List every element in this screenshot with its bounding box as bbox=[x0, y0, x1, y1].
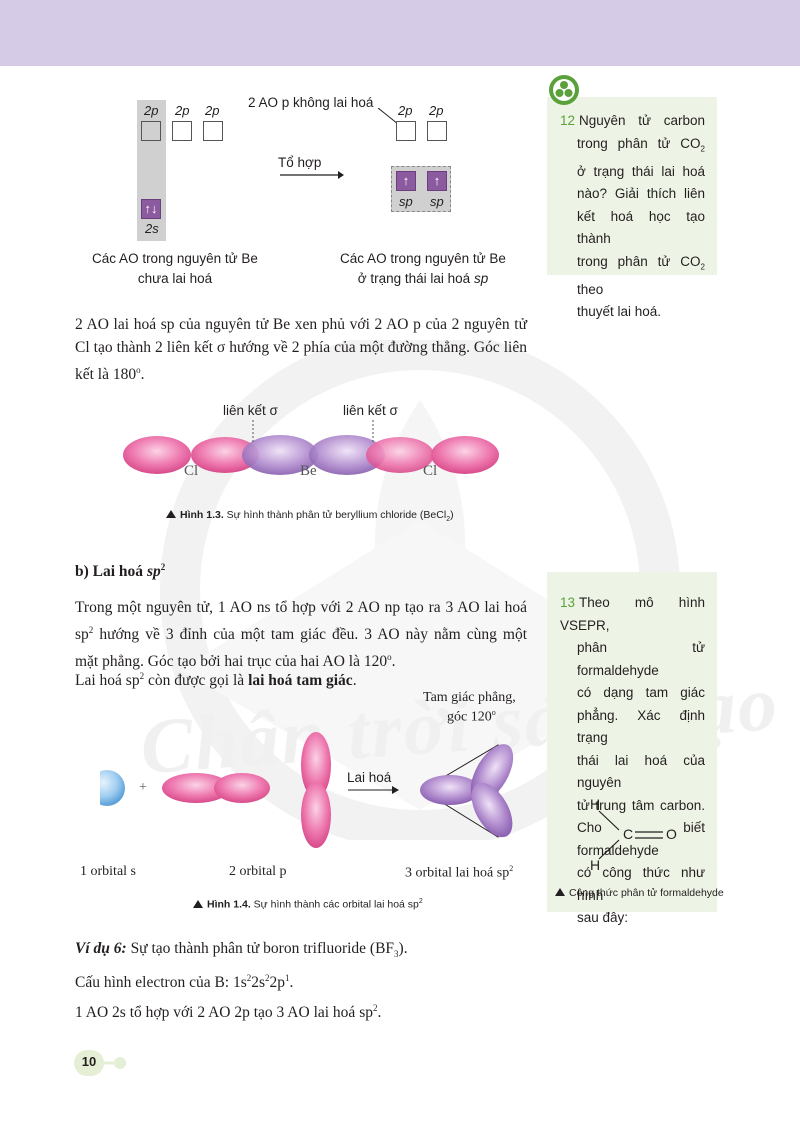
triangle-label-2: góc 120o bbox=[447, 708, 496, 725]
section-heading-sp2: b) Lai hoá sp2 bbox=[75, 562, 166, 581]
question-13-box bbox=[547, 572, 717, 912]
arrow-label-combine: Tổ hợp bbox=[278, 155, 322, 170]
triangle-icon bbox=[555, 888, 565, 896]
paragraph-sp2-definition: Trong một nguyên tử, 1 AO ns tổ hợp với … bbox=[75, 599, 527, 671]
question-12-box bbox=[547, 97, 717, 275]
question-12-text: 12 Nguyên tử carbon trong phân tử CO2 ở t… bbox=[560, 113, 705, 320]
bond-label-sigma: liên kết σ bbox=[343, 403, 398, 418]
unhybridized-label: 2 AO p không lai hoá bbox=[248, 95, 374, 110]
label-2p: 2p bbox=[398, 103, 413, 118]
plus-sign: + bbox=[139, 780, 147, 795]
triangle-icon bbox=[193, 899, 203, 908]
figure-becl2-orbitals bbox=[123, 420, 499, 475]
orbital-box-2p bbox=[141, 121, 161, 141]
orbital-box-2p bbox=[427, 121, 447, 141]
label-sp2-orbital: 3 orbital lai hoá sp2 bbox=[405, 864, 514, 881]
pointer-line bbox=[378, 108, 399, 125]
figure-14-caption: Hình 1.4. Sự hình thành các orbital lai … bbox=[193, 898, 423, 911]
figure-sp2-orbitals bbox=[100, 732, 514, 848]
caption-left-line1: Các AO trong nguyên tử Be bbox=[92, 251, 258, 266]
formaldehyde-caption: Công thức phân tử formaldehyde bbox=[555, 887, 724, 899]
label-s-orbital: 1 orbital s bbox=[80, 864, 136, 879]
orbital-combination: 1 AO 2s tổ hợp với 2 AO 2p tạo 3 AO lai … bbox=[75, 1003, 382, 1022]
orbital-box-2s: ↑↓ bbox=[141, 199, 161, 219]
caption-right-line1: Các AO trong nguyên tử Be bbox=[340, 251, 506, 266]
example-6: Ví dụ 6: Sự tạo thành phân tử boron trif… bbox=[75, 940, 408, 960]
caption-left-line2: chưa lai hoá bbox=[137, 271, 213, 286]
atom-cl: Cl bbox=[184, 463, 199, 479]
atom-h: H bbox=[590, 857, 601, 873]
atom-cl: Cl bbox=[423, 463, 438, 479]
atom-c: C bbox=[623, 826, 634, 842]
orbital-box-2p bbox=[203, 121, 223, 141]
atom-o: O bbox=[666, 826, 677, 842]
electron-config: Cấu hình electron của B: 1s22s22p1. bbox=[75, 973, 294, 992]
orbital-box-sp: ↑ bbox=[427, 171, 447, 191]
paragraph-sp-bonding: 2 AO lai hoá sp của nguyên tử Be xen phủ… bbox=[75, 316, 527, 384]
paragraph-triangular-hybridization: Lai hoá sp2 còn được gọi là lai hoá tam … bbox=[75, 671, 357, 690]
triangle-icon bbox=[166, 510, 176, 518]
caption-right-line2: ở trạng thái lai hoá sp bbox=[357, 271, 489, 286]
arrow-right-icon bbox=[280, 171, 344, 179]
atom-be: Be bbox=[300, 463, 317, 479]
bond-label-sigma: liên kết σ bbox=[223, 403, 278, 418]
atom-h: H bbox=[590, 796, 601, 812]
header-band bbox=[0, 0, 800, 66]
question-13-text: 13 Theo mô hình VSEPR, phân tử formaldehy… bbox=[560, 595, 705, 925]
page-number: 10 bbox=[81, 1054, 97, 1069]
orbital-box-2p bbox=[396, 121, 416, 141]
orbital-box-2p bbox=[172, 121, 192, 141]
label-2p: 2p bbox=[429, 103, 444, 118]
triangle-label-1: Tam giác phẳng, bbox=[423, 690, 516, 705]
label-2p: 2p bbox=[205, 103, 220, 118]
discussion-icon bbox=[549, 75, 579, 105]
formaldehyde-structure bbox=[598, 810, 663, 860]
label-sp: sp bbox=[399, 194, 413, 209]
label-p-orbital: 2 orbital p bbox=[229, 864, 287, 879]
figure-13-caption: Hình 1.3. Sự hình thành phân tử berylliu… bbox=[166, 509, 454, 523]
orbital-box-sp: ↑ bbox=[396, 171, 416, 191]
label-sp: sp bbox=[430, 194, 444, 209]
label-2p: 2p bbox=[175, 103, 190, 118]
label-2s: 2s bbox=[145, 221, 159, 236]
label-2p: 2p bbox=[144, 103, 159, 118]
page-number-badge bbox=[74, 1050, 104, 1076]
arrow-label-hybridize: Lai hoá bbox=[347, 770, 392, 785]
page-number-decoration bbox=[100, 1057, 126, 1069]
